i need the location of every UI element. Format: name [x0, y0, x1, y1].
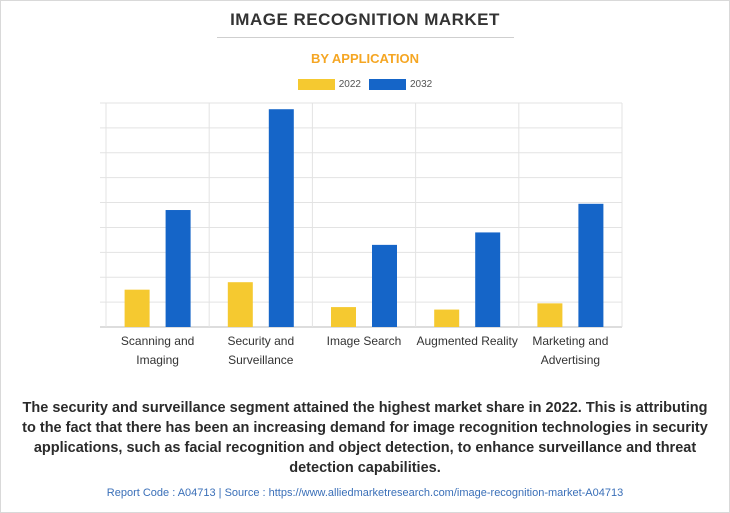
x-tick-label: Marketing and Advertising	[515, 332, 625, 370]
bar-2032-3	[475, 232, 501, 327]
x-tick-label-line: Surveillance	[228, 353, 294, 367]
bar-2032-2	[372, 244, 397, 327]
chart-caption: The security and surveillance segment at…	[22, 400, 708, 476]
x-tick-label: Image Search	[309, 332, 419, 351]
x-tick-label: Scanning and Imaging	[103, 332, 213, 370]
report-footer[interactable]: Report Code : A04713 | Source : https://…	[106, 487, 624, 499]
x-tick-label: Security and Surveillance	[206, 332, 316, 370]
x-tick-label-line: Scanning and	[120, 334, 195, 348]
legend: 2022 2032	[0, 79, 730, 90]
x-tick-label-line: Augmented Reality	[416, 334, 518, 348]
bar-2022-2	[331, 307, 356, 327]
bar-2022-0	[124, 289, 150, 327]
x-tick-label-line: Imaging	[136, 353, 179, 367]
chart-title: IMAGE RECOGNITION MARKET	[230, 10, 500, 29]
x-tick-label-line: Image Search	[326, 334, 402, 348]
x-tick-label-line: Advertising	[540, 353, 601, 367]
bar-2022-1	[227, 282, 253, 327]
x-tick-label-line: Security and	[227, 334, 295, 348]
legend-item-2032[interactable]: 2032	[369, 79, 432, 90]
title-divider	[217, 37, 514, 38]
bar-2032-4	[578, 203, 604, 327]
x-tick-label: Augmented Reality	[412, 332, 522, 351]
bar-2022-4	[537, 303, 563, 327]
legend-item-2022[interactable]: 2022	[297, 79, 361, 90]
bar-2032-1	[268, 109, 294, 327]
x-tick-label-line: Marketing and	[532, 334, 609, 348]
bar-2032-0	[165, 210, 191, 327]
bar-2022-3	[434, 309, 460, 327]
legend-swatch-2022	[297, 79, 335, 90]
legend-label-2032: 2032	[410, 79, 433, 90]
legend-label-2022: 2022	[338, 79, 361, 90]
bar-chart	[100, 102, 623, 328]
legend-swatch-2032	[369, 79, 406, 90]
chart-subtitle: BY APPLICATION	[310, 51, 420, 66]
